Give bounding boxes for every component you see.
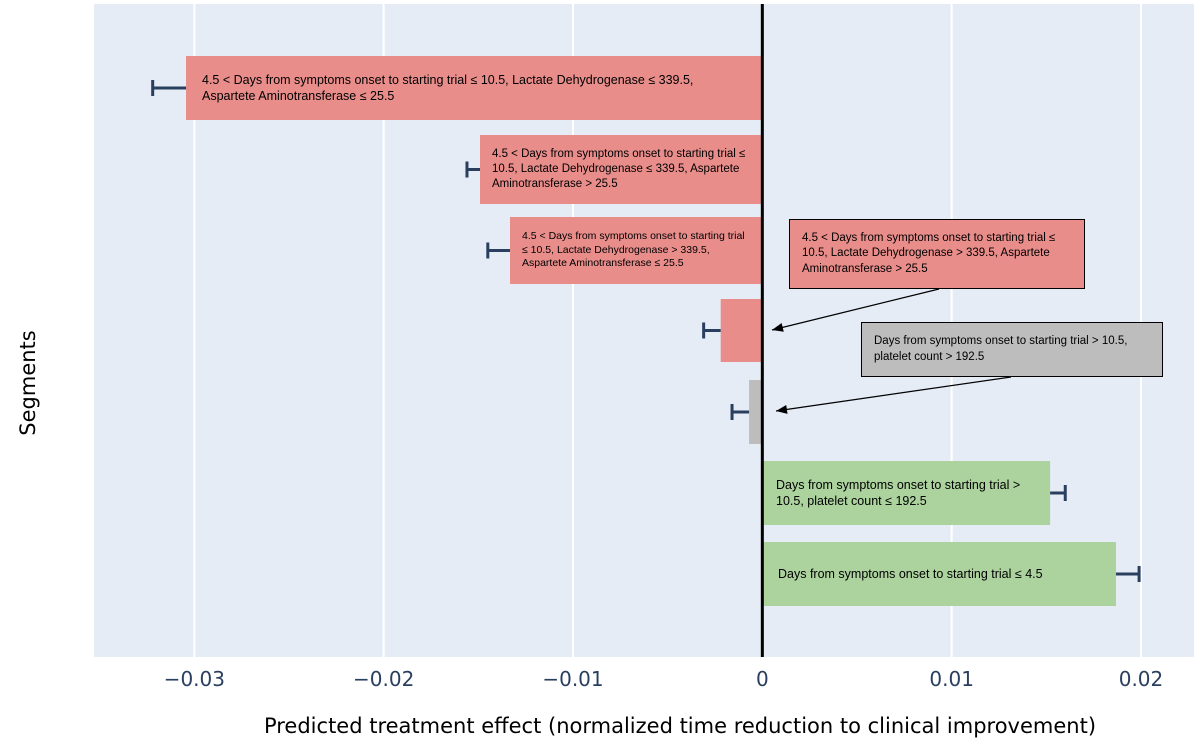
segment-label: 4.5 < Days from symptoms onset to starti…: [789, 219, 1085, 289]
segment-label: Days from symptoms onset to starting tri…: [764, 461, 1050, 525]
segment-label: Days from symptoms onset to starting tri…: [764, 542, 1116, 606]
annotation-arrow: [775, 376, 1012, 412]
annotation-arrowhead: [776, 404, 788, 414]
bar: [720, 299, 763, 362]
x-tick-label: −0.02: [353, 667, 414, 691]
segment-label: Days from symptoms onset to starting tri…: [861, 322, 1163, 377]
x-tick-label: −0.03: [164, 667, 225, 691]
annotation-arrowhead: [772, 323, 784, 332]
segment-label: 4.5 < Days from symptoms onset to starti…: [480, 135, 760, 204]
segment-label: 4.5 < Days from symptoms onset to starti…: [510, 217, 760, 284]
annotation-arrow: [771, 288, 940, 331]
x-axis-title: Predicted treatment effect (normalized t…: [264, 714, 1096, 738]
x-tick-label: 0.01: [929, 667, 974, 691]
segment-label: 4.5 < Days from symptoms onset to starti…: [186, 56, 760, 120]
error-bars: [151, 80, 1141, 582]
y-axis-title: Segments: [16, 330, 40, 435]
annotation-arrows: [771, 288, 1012, 414]
bar: [749, 380, 763, 444]
x-tick-label: 0.02: [1119, 667, 1164, 691]
x-tick-label: 0: [756, 667, 769, 691]
x-tick-labels: −0.03 −0.02 −0.01 0 0.01 0.02: [164, 667, 1164, 691]
x-tick-label: −0.01: [542, 667, 603, 691]
